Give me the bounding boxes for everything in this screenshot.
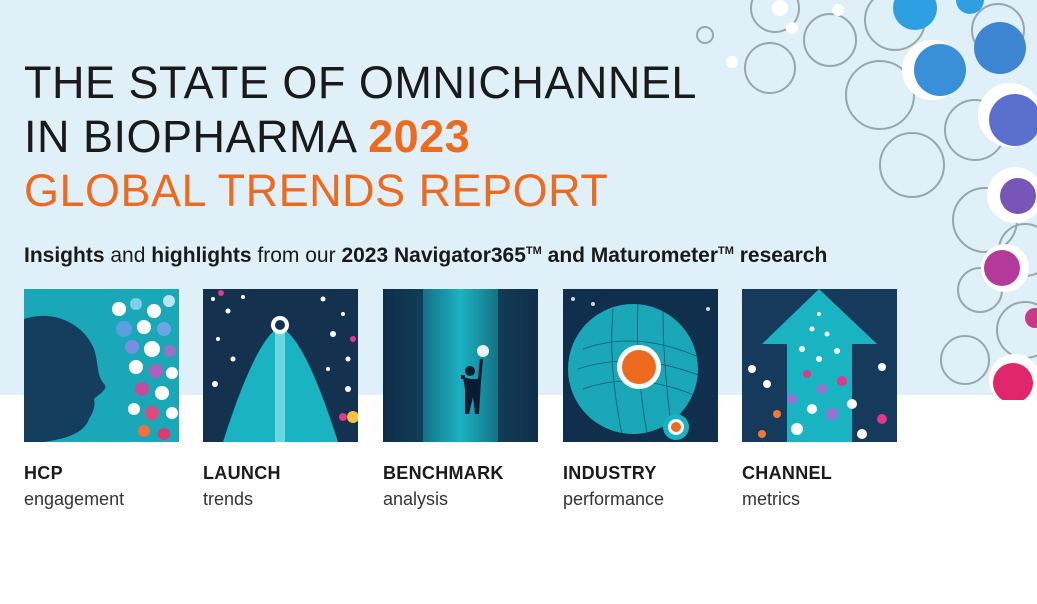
card-title: BENCHMARK	[383, 463, 504, 483]
card-subtitle: metrics	[742, 489, 800, 509]
head-silhouette-icon	[24, 289, 179, 442]
title-line2: IN BIOPHARMA	[24, 111, 356, 162]
card-subtitle: performance	[563, 489, 665, 509]
up-arrow-icon	[742, 289, 897, 442]
title-subtitle: GLOBAL TRENDS REPORT	[24, 165, 609, 216]
card-launch-image[interactable]	[203, 289, 358, 442]
card-hcp-caption[interactable]: HCP engagement	[24, 460, 124, 512]
title-year: 2023	[368, 111, 471, 162]
card-channel-caption[interactable]: CHANNEL metrics	[742, 460, 832, 512]
tagline-and: and	[110, 244, 146, 267]
tagline-insights: Insights	[24, 244, 105, 267]
tagline-research: research	[739, 244, 828, 267]
card-hcp-image[interactable]	[24, 289, 179, 442]
card-title: HCP	[24, 463, 63, 483]
tagline-highlights: highlights	[151, 244, 252, 267]
title-line1: THE STATE OF OMNICHANNEL	[24, 57, 697, 108]
explorer-figure-icon	[383, 289, 538, 442]
tagline-from: from our	[257, 244, 336, 267]
card-industry-image[interactable]	[563, 289, 718, 442]
card-benchmark-caption[interactable]: BENCHMARK analysis	[383, 460, 504, 512]
card-launch-caption[interactable]: LAUNCH trends	[203, 460, 281, 512]
planet-grid-icon	[563, 289, 718, 442]
card-channel-image[interactable]	[742, 289, 897, 442]
card-title: CHANNEL	[742, 463, 833, 483]
tagline-navigator: 2023 Navigator365TM	[341, 244, 542, 267]
card-subtitle: engagement	[24, 489, 125, 509]
rocket-launch-icon	[203, 289, 358, 442]
card-title: INDUSTRY	[563, 463, 657, 483]
tagline: Insights and highlights from our 2023 Na…	[24, 244, 827, 268]
decorative-bubbles	[696, 0, 1037, 400]
tagline-maturometer: and MaturometerTM	[547, 244, 734, 267]
card-industry-caption[interactable]: INDUSTRY performance	[563, 460, 664, 512]
card-subtitle: trends	[203, 489, 254, 509]
card-title: LAUNCH	[203, 463, 281, 483]
report-title: THE STATE OF OMNICHANNEL IN BIOPHARMA 20…	[24, 56, 697, 218]
card-subtitle: analysis	[383, 489, 449, 509]
card-benchmark-image[interactable]	[383, 289, 538, 442]
